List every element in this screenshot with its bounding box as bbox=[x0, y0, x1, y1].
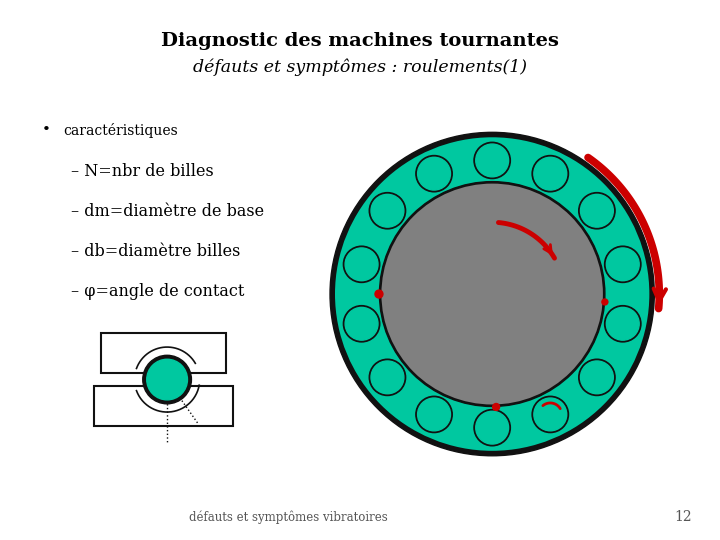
Circle shape bbox=[416, 156, 452, 192]
Circle shape bbox=[606, 248, 639, 281]
Circle shape bbox=[335, 137, 649, 451]
Bar bbox=[101, 333, 226, 373]
Text: – dm=diamètre de base: – dm=diamètre de base bbox=[71, 203, 264, 220]
Text: Diagnostic des machines tournantes: Diagnostic des machines tournantes bbox=[161, 32, 559, 50]
Text: 12: 12 bbox=[675, 510, 692, 524]
Circle shape bbox=[532, 156, 569, 192]
Circle shape bbox=[418, 398, 451, 431]
Text: – N=nbr de billes: – N=nbr de billes bbox=[71, 163, 213, 180]
Circle shape bbox=[382, 184, 603, 404]
Circle shape bbox=[371, 194, 404, 227]
Circle shape bbox=[343, 306, 379, 342]
Circle shape bbox=[605, 246, 641, 282]
Circle shape bbox=[371, 361, 404, 394]
Circle shape bbox=[534, 157, 567, 190]
Circle shape bbox=[330, 132, 654, 456]
Circle shape bbox=[492, 403, 500, 410]
Circle shape bbox=[147, 359, 187, 400]
Circle shape bbox=[602, 299, 608, 305]
Text: – φ=angle de contact: – φ=angle de contact bbox=[71, 284, 244, 300]
Text: •: • bbox=[42, 123, 51, 137]
Circle shape bbox=[579, 359, 615, 395]
Text: caractéristiques: caractéristiques bbox=[63, 123, 179, 138]
Circle shape bbox=[580, 194, 613, 227]
Circle shape bbox=[375, 290, 383, 298]
Circle shape bbox=[143, 355, 192, 404]
Circle shape bbox=[606, 307, 639, 340]
Circle shape bbox=[605, 306, 641, 342]
Circle shape bbox=[416, 396, 452, 433]
Circle shape bbox=[345, 248, 378, 281]
Text: – db=diamètre billes: – db=diamètre billes bbox=[71, 244, 240, 260]
Circle shape bbox=[369, 359, 405, 395]
Circle shape bbox=[343, 246, 379, 282]
Circle shape bbox=[532, 396, 569, 433]
Circle shape bbox=[474, 409, 510, 446]
Circle shape bbox=[474, 142, 510, 179]
Circle shape bbox=[369, 193, 405, 229]
Circle shape bbox=[345, 307, 378, 340]
Circle shape bbox=[534, 398, 567, 431]
Text: défauts et symptômes vibratoires: défauts et symptômes vibratoires bbox=[189, 510, 388, 524]
Circle shape bbox=[476, 411, 508, 444]
Text: défauts et symptômes : roulements(1): défauts et symptômes : roulements(1) bbox=[193, 59, 527, 76]
Circle shape bbox=[379, 181, 605, 407]
Circle shape bbox=[579, 193, 615, 229]
Circle shape bbox=[580, 361, 613, 394]
Bar bbox=[94, 386, 233, 426]
Circle shape bbox=[476, 144, 508, 177]
Circle shape bbox=[418, 157, 451, 190]
